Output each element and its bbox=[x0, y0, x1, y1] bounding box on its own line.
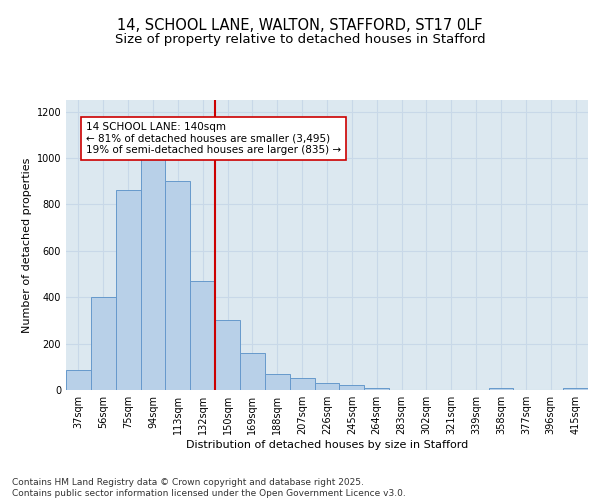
Bar bbox=[240, 353, 265, 390]
Bar bbox=[140, 158, 166, 390]
Y-axis label: Number of detached properties: Number of detached properties bbox=[22, 158, 32, 332]
Bar bbox=[340, 386, 364, 390]
Text: 14, SCHOOL LANE, WALTON, STAFFORD, ST17 0LF: 14, SCHOOL LANE, WALTON, STAFFORD, ST17 … bbox=[117, 18, 483, 32]
Bar bbox=[215, 320, 240, 390]
Bar bbox=[364, 388, 389, 390]
Text: Contains HM Land Registry data © Crown copyright and database right 2025.
Contai: Contains HM Land Registry data © Crown c… bbox=[12, 478, 406, 498]
X-axis label: Distribution of detached houses by size in Stafford: Distribution of detached houses by size … bbox=[186, 440, 468, 450]
Bar bbox=[116, 190, 140, 390]
Bar bbox=[314, 383, 340, 390]
Bar bbox=[190, 281, 215, 390]
Bar bbox=[91, 297, 116, 390]
Bar bbox=[265, 374, 290, 390]
Text: 14 SCHOOL LANE: 140sqm
← 81% of detached houses are smaller (3,495)
19% of semi-: 14 SCHOOL LANE: 140sqm ← 81% of detached… bbox=[86, 122, 341, 155]
Bar bbox=[66, 370, 91, 390]
Bar bbox=[166, 181, 190, 390]
Text: Size of property relative to detached houses in Stafford: Size of property relative to detached ho… bbox=[115, 32, 485, 46]
Bar bbox=[563, 388, 588, 390]
Bar bbox=[290, 378, 314, 390]
Bar bbox=[488, 388, 514, 390]
